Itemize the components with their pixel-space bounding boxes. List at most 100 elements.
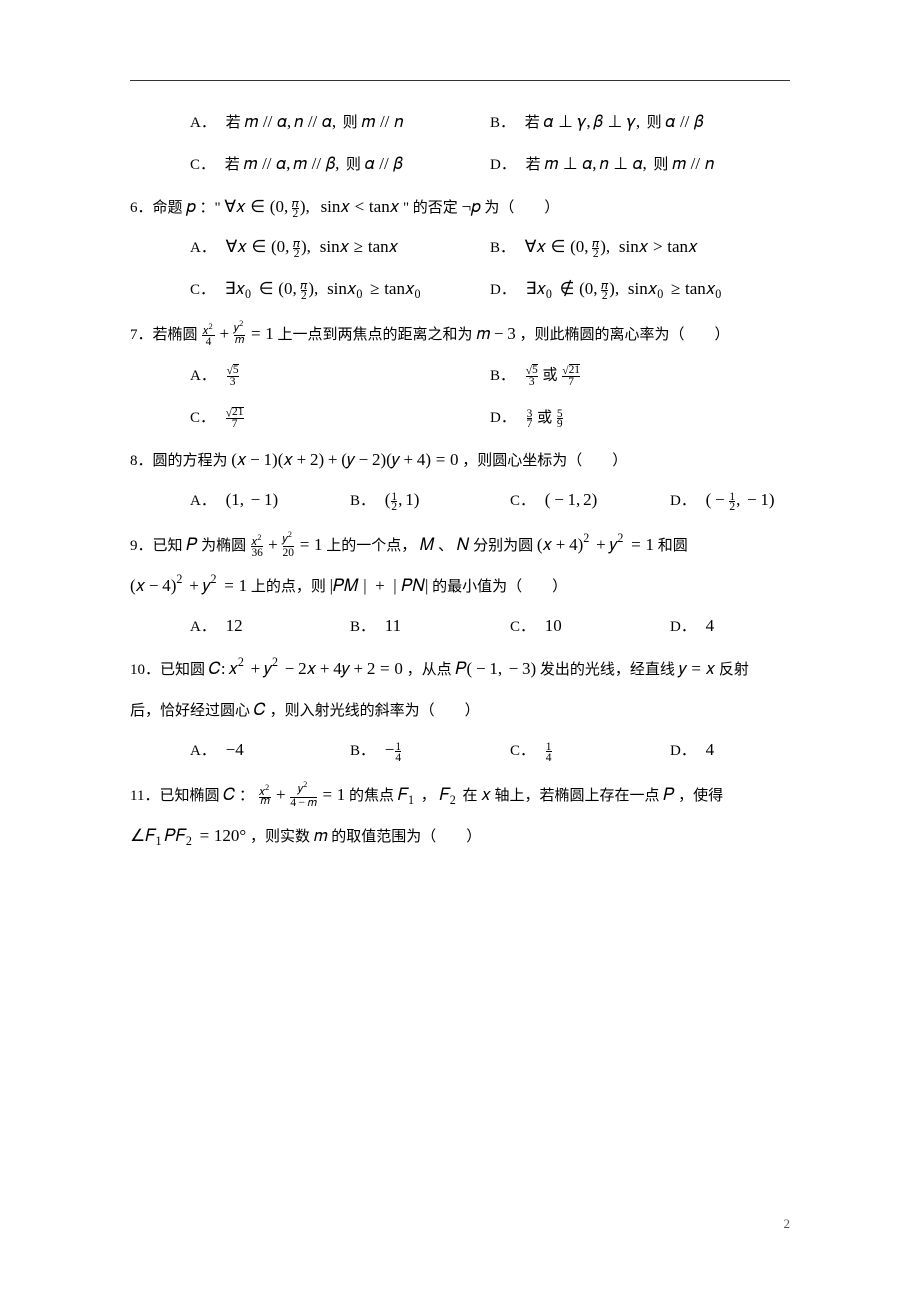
text: 在 [463, 788, 482, 804]
opt-label: C． [510, 743, 541, 759]
text: 反射 [719, 662, 749, 678]
opt-label: A． [190, 368, 222, 384]
text: 9．已知 [130, 538, 186, 554]
opt-label: B． [350, 493, 381, 509]
q9-opt-a: A． 12 [190, 615, 350, 639]
opt-label: D． [670, 493, 702, 509]
text: ，使得 [678, 788, 723, 804]
text: 若 [225, 157, 244, 173]
opt-label: B． [350, 619, 381, 635]
text: 后，恰好经过圆心 [130, 703, 254, 719]
q8-opt-b: B． (12,1) [350, 489, 510, 513]
text: 为椭圆 [201, 538, 250, 554]
q9-stem-line2: (x−4)2+y2=1 上的点，则 |PM|+|PN| 的最小值为（ ） [130, 574, 790, 601]
text: 则 [653, 157, 672, 173]
q10-opt-b: B． −14 [350, 739, 510, 763]
opt-label: D． [670, 743, 702, 759]
text: 则 [343, 115, 362, 131]
q8-stem: 8．圆的方程为 (x−1)(x+2)+(y−2)(y+4)=0 ，则圆心坐标为（… [130, 448, 790, 475]
q8-opt-a: A． (1,−1) [190, 489, 350, 513]
opt-label: B． [350, 743, 381, 759]
q5-opt-a: A． 若 m//α,n//α, 则 m//n [190, 111, 490, 135]
opt-label: A． [190, 619, 222, 635]
text: 的取值范围为（ ） [331, 829, 481, 845]
opt-label: D． [670, 619, 702, 635]
q9-stem: 9．已知 P 为椭圆 x236+y220=1 上的一个点， M 、 N 分别为圆… [130, 531, 790, 560]
text: 若 [525, 115, 544, 131]
opt-label: C． [190, 410, 221, 426]
text: ，从点 [407, 662, 456, 678]
opt-label: C． [190, 282, 221, 298]
q11-stem-line2: ∠F1PF2=120° ，则实数 m 的取值范围为（ ） [130, 824, 790, 851]
opt-label: A． [190, 493, 222, 509]
q6-row1: A． ∀x∈(0,π2),sinx≥tanx B． ∀x∈(0,π2),sinx… [130, 236, 790, 260]
text: 则 [346, 157, 365, 173]
q9-opt-c: C． 10 [510, 615, 670, 639]
q7-row2: C． 217 D． 37 或 59 [130, 406, 790, 430]
q8-opt-d: D． (−12,−1) [670, 489, 830, 513]
text: 8．圆的方程为 [130, 453, 231, 469]
opt-label: A． [190, 240, 222, 256]
q5-opt-d: D． 若 m⊥α,n⊥α, 则 m//n [490, 153, 790, 177]
text: 10．已知圆 [130, 662, 209, 678]
opt-label: A． [190, 743, 222, 759]
opt-label: A． [190, 115, 222, 131]
text: ：" [200, 200, 225, 216]
q10-stem: 10．已知圆 C:x2+y2−2x+4y+2=0 ，从点 P(−1,−3) 发出… [130, 657, 790, 684]
text: ， [421, 788, 436, 804]
q6-opt-b: B． ∀x∈(0,π2),sinx>tanx [490, 236, 790, 260]
q8-row: A． (1,−1) B． (12,1) C． (−1,2) D． (−12,−1… [130, 489, 790, 513]
opt-label: B． [490, 115, 521, 131]
q9-row: A． 12 B． 11 C． 10 D． 4 [130, 615, 790, 639]
text: ，则圆心坐标为（ ） [462, 453, 627, 469]
opt-label: C． [190, 157, 221, 173]
q7-row1: A． 53 B． 53 或 217 [130, 363, 790, 387]
text: 6．命题 [130, 200, 186, 216]
text: " 的否定 [403, 200, 462, 216]
text: 或 [537, 410, 556, 426]
q11-stem: 11．已知椭圆 C ： x2m+y24−m=1 的焦点 F1 ， F2 在 x … [130, 781, 790, 810]
q5-row2: C． 若 m//α,m//β, 则 α//β D． 若 m⊥α,n⊥α, 则 m… [130, 153, 790, 177]
text: 发出的光线，经直线 [540, 662, 679, 678]
opt-label: B． [490, 240, 521, 256]
q10-opt-c: C． 14 [510, 739, 670, 763]
text: 上的点，则 [251, 579, 330, 595]
q7-stem: 7．若椭圆 x24+y2m=1 上一点到两焦点的距离之和为 m−3 ，则此椭圆的… [130, 320, 790, 349]
top-rule [130, 80, 790, 81]
text: 轴上，若椭圆上存在一点 [495, 788, 664, 804]
text: 、 [438, 538, 453, 554]
text: 上的一个点， [326, 538, 416, 554]
q7-opt-d: D． 37 或 59 [490, 406, 790, 430]
q10-opt-d: D． 4 [670, 739, 830, 763]
q5-row1: A． 若 m//α,n//α, 则 m//n B． 若 α⊥γ,β⊥γ, 则 α… [130, 111, 790, 135]
opt-label: D． [490, 410, 522, 426]
opt-label: C． [510, 619, 541, 635]
text: 的焦点 [349, 788, 398, 804]
text: 为（ ） [484, 200, 559, 216]
text: 若 [526, 157, 545, 173]
opt-label: B． [490, 368, 521, 384]
q5-opt-b: B． 若 α⊥γ,β⊥γ, 则 α//β [490, 111, 790, 135]
q6-opt-c: C． ∃x0∈(0,π2),sinx0≥tanx0 [190, 278, 490, 302]
opt-label: D． [490, 157, 522, 173]
text: 和圆 [658, 538, 688, 554]
text: 分别为圆 [473, 538, 537, 554]
q6-opt-d: D． ∃x0∉(0,π2),sinx0≥tanx0 [490, 278, 790, 302]
q7-opt-a: A． 53 [190, 363, 490, 387]
text: 或 [543, 368, 562, 384]
q9-opt-b: B． 11 [350, 615, 510, 639]
q9-opt-d: D． 4 [670, 615, 830, 639]
q10-stem-line2: 后，恰好经过圆心 C ，则入射光线的斜率为（ ） [130, 698, 790, 725]
text: 上一点到两焦点的距离之和为 [278, 327, 477, 343]
q8-opt-c: C． (−1,2) [510, 489, 670, 513]
q6-opt-a: A． ∀x∈(0,π2),sinx≥tanx [190, 236, 490, 260]
q6-row2: C． ∃x0∈(0,π2),sinx0≥tanx0 D． ∃x0∉(0,π2),… [130, 278, 790, 302]
text: 11．已知椭圆 [130, 788, 223, 804]
text: ，则此椭圆的离心率为（ ） [520, 327, 730, 343]
q7-opt-c: C． 217 [190, 406, 490, 430]
q10-row: A． −4 B． −14 C． 14 D． 4 [130, 739, 790, 763]
text: 若 [226, 115, 245, 131]
text: ，则实数 [250, 829, 314, 845]
opt-label: C． [510, 493, 541, 509]
text: ，则入射光线的斜率为（ ） [270, 703, 480, 719]
